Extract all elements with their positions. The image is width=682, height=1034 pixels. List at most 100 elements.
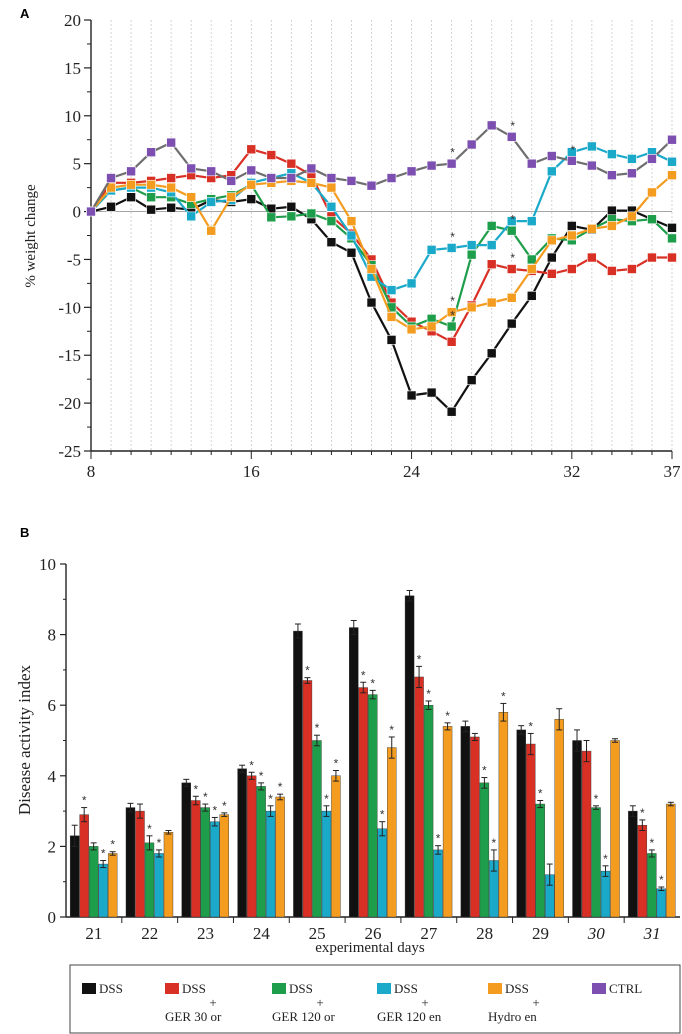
bar-group: * (275, 780, 285, 918)
significance-marker: * (222, 799, 227, 813)
bar-group: * (200, 790, 210, 918)
data-point (486, 240, 497, 250)
legend-label: DSS (505, 981, 529, 996)
bar (387, 747, 397, 918)
significance-marker: * (603, 852, 608, 866)
legend-label: DSS (182, 981, 206, 996)
data-point (346, 216, 357, 226)
data-point (386, 173, 397, 183)
significance-marker: * (82, 794, 87, 808)
bar-group: * (387, 723, 397, 918)
data-point (667, 252, 677, 263)
legend-item: DSS+GER 30 or (165, 981, 222, 1024)
data-point (506, 264, 517, 274)
bar-group: * (191, 782, 201, 918)
data-point (506, 318, 517, 329)
data-point (86, 206, 96, 217)
data-point (627, 211, 637, 222)
legend-swatch (272, 983, 286, 994)
data-point (506, 292, 517, 303)
x-tick-label: 22 (141, 924, 158, 943)
data-point (406, 278, 417, 289)
bar (98, 863, 108, 918)
x-tick-label: 31 (643, 924, 661, 943)
bar (535, 803, 545, 918)
bar-group: * (358, 668, 368, 918)
data-point (546, 252, 557, 263)
x-tick-label: 27 (420, 924, 438, 943)
bar-group (88, 842, 99, 918)
data-point (306, 208, 317, 219)
data-point (306, 163, 317, 174)
x-tick-label: 30 (587, 924, 606, 943)
data-point (546, 151, 557, 161)
bar-group (349, 619, 359, 918)
bar (647, 853, 657, 918)
legend-label: GER 120 en (377, 1009, 442, 1024)
bar (321, 810, 332, 918)
data-point (366, 264, 377, 274)
data-point (627, 264, 637, 274)
chart-a-annotations: ******** (450, 119, 575, 323)
bar-group (572, 729, 582, 918)
data-point (466, 139, 477, 150)
legend-swatch (165, 983, 179, 994)
significance-marker: * (268, 792, 273, 806)
bar-group: * (377, 808, 387, 918)
data-point (506, 216, 517, 226)
bar-group (460, 720, 471, 918)
data-point (186, 211, 196, 222)
y-tick-label: 15 (64, 59, 81, 78)
bar-group: * (535, 787, 545, 918)
legend-swatch (377, 983, 391, 994)
data-point (346, 176, 357, 186)
data-point (146, 147, 156, 157)
bar-group: * (312, 721, 322, 918)
bar-group: * (442, 709, 453, 918)
significance-marker: * (450, 294, 455, 308)
data-point (546, 269, 557, 279)
bar-group: * (433, 832, 443, 918)
data-point (246, 194, 257, 204)
bar (610, 740, 620, 918)
bar-group: * (489, 836, 499, 918)
bar-group: * (107, 838, 118, 918)
data-point (146, 179, 156, 190)
significance-marker: * (370, 676, 375, 690)
legend-label: GER 30 or (165, 1009, 222, 1024)
bar-group (516, 725, 526, 918)
x-tick-label: 25 (309, 924, 326, 943)
bar (628, 810, 638, 918)
data-point (326, 173, 337, 183)
bar-group (125, 802, 136, 918)
legend-swatch (82, 983, 96, 994)
significance-marker: * (259, 769, 264, 783)
bar (581, 750, 592, 918)
y-tick-label: 0 (48, 908, 57, 927)
y-tick-label: 4 (48, 767, 57, 786)
significance-marker: * (445, 709, 450, 723)
series-5 (86, 120, 677, 217)
y-tick-label: 20 (64, 11, 81, 30)
chart-a-y-axis-label: % weight change (23, 184, 39, 288)
chart-a-gridlines (91, 20, 673, 451)
y-tick-label: -25 (58, 442, 81, 461)
legend-swatch (592, 983, 606, 994)
data-point (366, 297, 377, 308)
bar-group (554, 708, 564, 918)
data-point (326, 182, 337, 193)
panel-b-label: B (20, 525, 29, 540)
bar-group (628, 805, 638, 918)
data-point (286, 173, 297, 183)
bar (368, 694, 378, 918)
significance-marker: * (417, 652, 422, 666)
bar (219, 814, 229, 918)
bar (358, 687, 368, 918)
x-tick-label: 8 (87, 462, 96, 481)
data-point (206, 225, 217, 236)
data-point (506, 132, 517, 142)
data-point (567, 264, 577, 274)
bar (69, 835, 80, 918)
x-tick-label: 29 (532, 924, 549, 943)
